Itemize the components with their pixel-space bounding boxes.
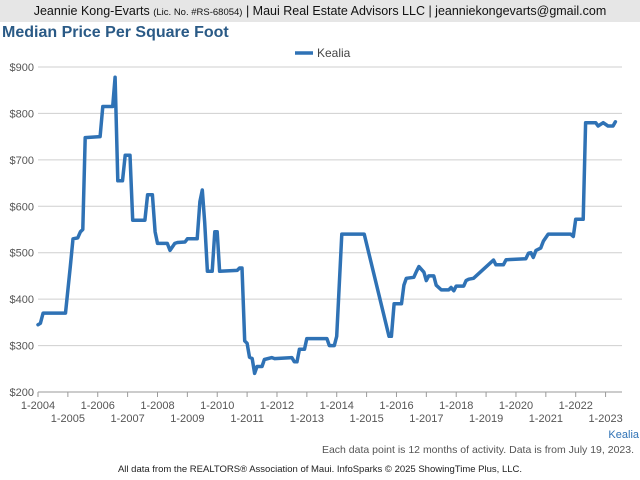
x-tick-label: 1-2009	[170, 413, 204, 425]
x-tick-label: 1-2019	[469, 413, 503, 425]
x-tick-label: 1-2016	[379, 400, 413, 412]
y-tick-label: $600	[10, 201, 34, 213]
x-tick-label: 1-2018	[439, 400, 473, 412]
x-tick-label: 1-2023	[588, 413, 622, 425]
source-footer: All data from the REALTORS® Association …	[117, 464, 523, 475]
y-tick-label: $500	[10, 248, 34, 260]
y-tick-label: $700	[10, 155, 34, 167]
x-tick-label: 1-2006	[81, 400, 115, 412]
x-tick-label: 1-2012	[260, 400, 294, 412]
x-tick-label: 1-2011	[230, 413, 263, 425]
x-tick-label: 1-2010	[200, 400, 234, 412]
data-footnote: Each data point is 12 months of activity…	[321, 444, 634, 456]
y-tick-label: $900	[10, 62, 34, 74]
y-tick-label: $200	[10, 387, 34, 399]
license-number: (Lic. No. #RS-68054)	[153, 7, 243, 18]
legend[interactable]: Kealia	[295, 46, 351, 60]
x-tick-label: 1-2017	[409, 413, 443, 425]
y-tick-label: $400	[10, 294, 34, 306]
x-tick-label: 1-2005	[51, 413, 85, 425]
x-tick-label: 1-2020	[499, 400, 533, 412]
header-bar: Jeannie Kong-Evarts (Lic. No. #RS-68054)…	[0, 0, 640, 22]
x-tick-label: 1-2008	[140, 400, 174, 412]
y-tick-label: $800	[10, 108, 34, 120]
series-line-kealia[interactable]	[36, 75, 618, 376]
x-tick-label: 1-2013	[290, 413, 324, 425]
agency-contact: | Maui Real Estate Advisors LLC | jeanni…	[245, 4, 607, 18]
x-tick-label: 1-2015	[349, 413, 383, 425]
agent-name: Jeannie Kong-Evarts	[33, 4, 150, 18]
axis-layer: $200$300$400$500$600$700$800$9001-20041-…	[10, 62, 623, 425]
chart-title: Median Price Per Square Foot	[2, 24, 229, 41]
x-tick-label: 1-2004	[21, 400, 55, 412]
y-tick-label: $300	[10, 341, 34, 353]
x-tick-label: 1-2022	[559, 400, 593, 412]
series-end-label: Kealia	[608, 429, 639, 440]
series-layer	[36, 75, 618, 376]
x-tick-label: 1-2021	[529, 413, 563, 425]
x-tick-label: 1-2007	[110, 413, 144, 425]
x-tick-label: 1-2014	[320, 400, 354, 412]
line-chart: $200$300$400$500$600$700$800$9001-20041-…	[10, 46, 640, 440]
legend-label-kealia: Kealia	[317, 46, 351, 60]
